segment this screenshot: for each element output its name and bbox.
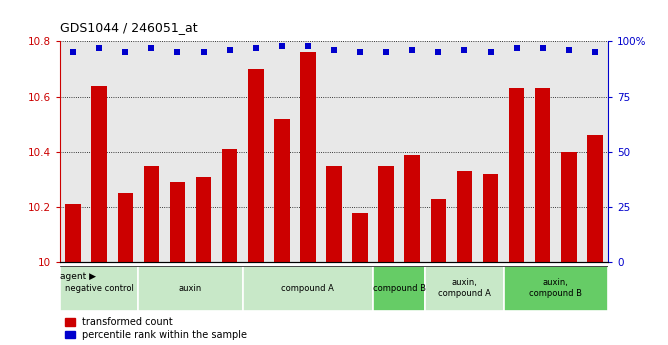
Point [198,50,209,55]
Bar [426,266,504,311]
Text: compound B: compound B [373,284,426,293]
Bar [274,119,290,262]
Point [537,45,548,51]
Bar [65,204,81,262]
Point [277,43,287,49]
Bar [373,266,426,311]
Point [329,48,339,53]
Bar [326,166,342,262]
Bar [483,174,498,262]
Point [433,50,444,55]
Bar [60,266,138,311]
Bar [222,149,238,262]
Point [250,45,261,51]
Text: compound A: compound A [281,284,335,293]
Bar [118,193,133,262]
Point [94,45,105,51]
Bar [504,266,608,311]
Bar [170,182,185,262]
Bar [457,171,472,262]
Bar [248,69,264,262]
Bar [404,155,420,262]
Point [563,48,574,53]
Point [120,50,131,55]
Bar [535,88,550,262]
Bar [144,166,159,262]
Point [172,50,183,55]
Bar [352,213,368,262]
Bar [561,152,576,262]
Bar [242,266,373,311]
Bar [138,266,242,311]
Point [146,45,157,51]
Point [381,50,391,55]
Point [485,50,496,55]
Bar [378,166,394,262]
Bar [92,86,107,262]
Text: auxin,
compound B: auxin, compound B [529,278,582,298]
Text: agent ▶: agent ▶ [60,273,96,282]
Point [459,48,470,53]
Bar [196,177,211,262]
Text: GDS1044 / 246051_at: GDS1044 / 246051_at [60,21,198,34]
Point [355,50,365,55]
Text: auxin: auxin [179,284,202,293]
Text: negative control: negative control [65,284,134,293]
Point [589,50,600,55]
Point [68,50,79,55]
Legend: transformed count, percentile rank within the sample: transformed count, percentile rank withi… [65,317,247,340]
Bar [509,88,524,262]
Point [407,48,418,53]
Point [511,45,522,51]
Bar [430,199,446,262]
Point [303,43,313,49]
Bar [300,52,316,262]
Bar [587,135,603,262]
Text: auxin,
compound A: auxin, compound A [438,278,491,298]
Point [224,48,235,53]
